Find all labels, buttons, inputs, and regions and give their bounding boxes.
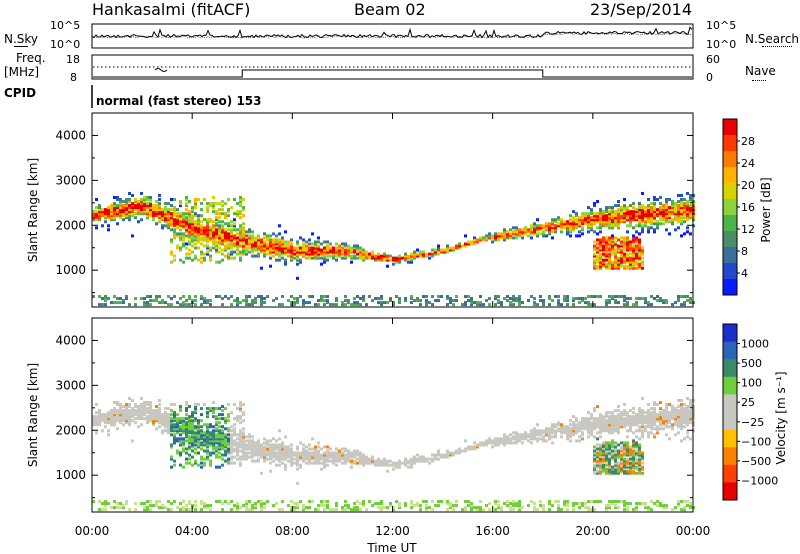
colorbar-tick: 28 [741, 135, 755, 148]
colorbar-segment [723, 341, 737, 360]
date-title: 23/Sep/2014 [590, 0, 693, 19]
colorbar-tick: 1000 [741, 338, 769, 351]
y-tick-label: 4000 [55, 128, 86, 142]
nsky-legend-line [14, 46, 28, 47]
colorbar-segment [723, 183, 737, 200]
cpid-label: CPID [4, 86, 37, 100]
y-tick-label: 4000 [55, 333, 86, 347]
y-tick-label: 2000 [55, 218, 86, 232]
colorbar-segment [723, 429, 737, 448]
colorbar-tick: 24 [741, 157, 755, 170]
noise-panel: 10^5 10^0 10^5 10^0 [50, 19, 736, 51]
colorbar-segment [723, 151, 737, 168]
cpid-text: normal (fast stereo) 153 [96, 94, 262, 108]
colorbar-tick: −500 [741, 455, 771, 468]
velocity-colorbar-label: Velocity [m s⁻¹] [774, 371, 788, 464]
power-colorbar-label: Power [dB] [759, 177, 773, 242]
freq-left-tick-bottom: 8 [70, 71, 77, 84]
colorbar-tick: 8 [741, 245, 748, 258]
x-tick-label: 08:00 [275, 524, 310, 538]
y-tick-label: 2000 [55, 423, 86, 437]
freq-unit: [MHz] [4, 65, 40, 79]
colorbar-tick: −1000 [741, 474, 778, 487]
nsearch-legend-line [762, 46, 792, 47]
noise-right-tick-top: 10^5 [706, 19, 736, 32]
colorbar-tick: 25 [741, 396, 755, 409]
y-tick-label: 1000 [55, 468, 86, 482]
nsearch-line [92, 32, 693, 39]
colorbar-segment [723, 324, 737, 343]
freq-label: Freq. [16, 51, 46, 65]
colorbar-segment [723, 199, 737, 216]
power-ylabel: Slant Range [km] [26, 158, 40, 262]
colorbar-segment [723, 464, 737, 483]
colorbar-segment [723, 394, 737, 413]
colorbar-segment [723, 231, 737, 248]
colorbar-segment [723, 279, 737, 296]
noise-left-tick-top: 10^5 [50, 19, 80, 32]
velocity-panel: 1000 2000 3000 4000 Slant Range [km] −1000 −… [26, 317, 788, 513]
colorbar-tick: 4 [741, 267, 748, 280]
colorbar-segment [723, 376, 737, 395]
nsky-label: N.Sky [4, 32, 39, 46]
colorbar-tick: 500 [741, 357, 762, 370]
nsearch-label: N.Search [745, 32, 800, 46]
freq-right-tick-bottom: 0 [706, 71, 713, 84]
colorbar-segment [723, 359, 737, 378]
y-tick-label: 3000 [55, 173, 86, 187]
y-tick-label: 3000 [55, 378, 86, 392]
nave-legend-line [752, 80, 766, 81]
colorbar-segment [723, 167, 737, 184]
x-tick-label: 20:00 [576, 524, 611, 538]
freq-right-tick-top: 60 [706, 53, 720, 66]
beam-title: Beam 02 [354, 0, 426, 19]
colorbar-tick: −100 [741, 435, 771, 448]
colorbar-segment [723, 215, 737, 232]
radar-title: Hankasalmi (fitACF) [92, 0, 251, 19]
y-tick-label: 1000 [55, 263, 86, 277]
colorbar-segment [723, 412, 737, 431]
x-axis-label: Time UT [366, 541, 417, 554]
colorbar-tick: 12 [741, 223, 755, 236]
colorbar-segment [723, 135, 737, 152]
colorbar-tick: 100 [741, 377, 762, 390]
colorbar-segment [723, 447, 737, 466]
velocity-ylabel: Slant Range [km] [26, 363, 40, 467]
frequency-panel: 18 8 60 0 [66, 53, 720, 84]
x-tick-label: 16:00 [475, 524, 510, 538]
x-axis: 00:00 04:00 08:00 12:00 16:00 20:00 00:00 [75, 113, 711, 538]
power-panel: 1000 2000 3000 4000 Slant Range [km] 4 8 12 16… [26, 112, 773, 308]
noise-right-tick-bottom: 10^0 [706, 38, 736, 51]
colorbar-tick: −25 [741, 416, 764, 429]
colorbar-segment [723, 247, 737, 264]
colorbar-segment [723, 119, 737, 136]
x-tick-label: 12:00 [375, 524, 410, 538]
freq-line [93, 69, 692, 78]
x-tick-label: 04:00 [175, 524, 210, 538]
colorbar-segment [723, 263, 737, 280]
nave-label: Nave [745, 64, 776, 78]
colorbar-segment [723, 482, 737, 501]
freq-glitch [154, 68, 168, 72]
noise-left-tick-bottom: 10^0 [50, 38, 80, 51]
nsky-line [91, 26, 693, 39]
colorbar-tick: 20 [741, 179, 755, 192]
x-tick-label: 00:00 [75, 524, 110, 538]
freq-left-tick-top: 18 [66, 53, 80, 66]
x-tick-label: 00:00 [676, 524, 711, 538]
colorbar-tick: 16 [741, 201, 755, 214]
